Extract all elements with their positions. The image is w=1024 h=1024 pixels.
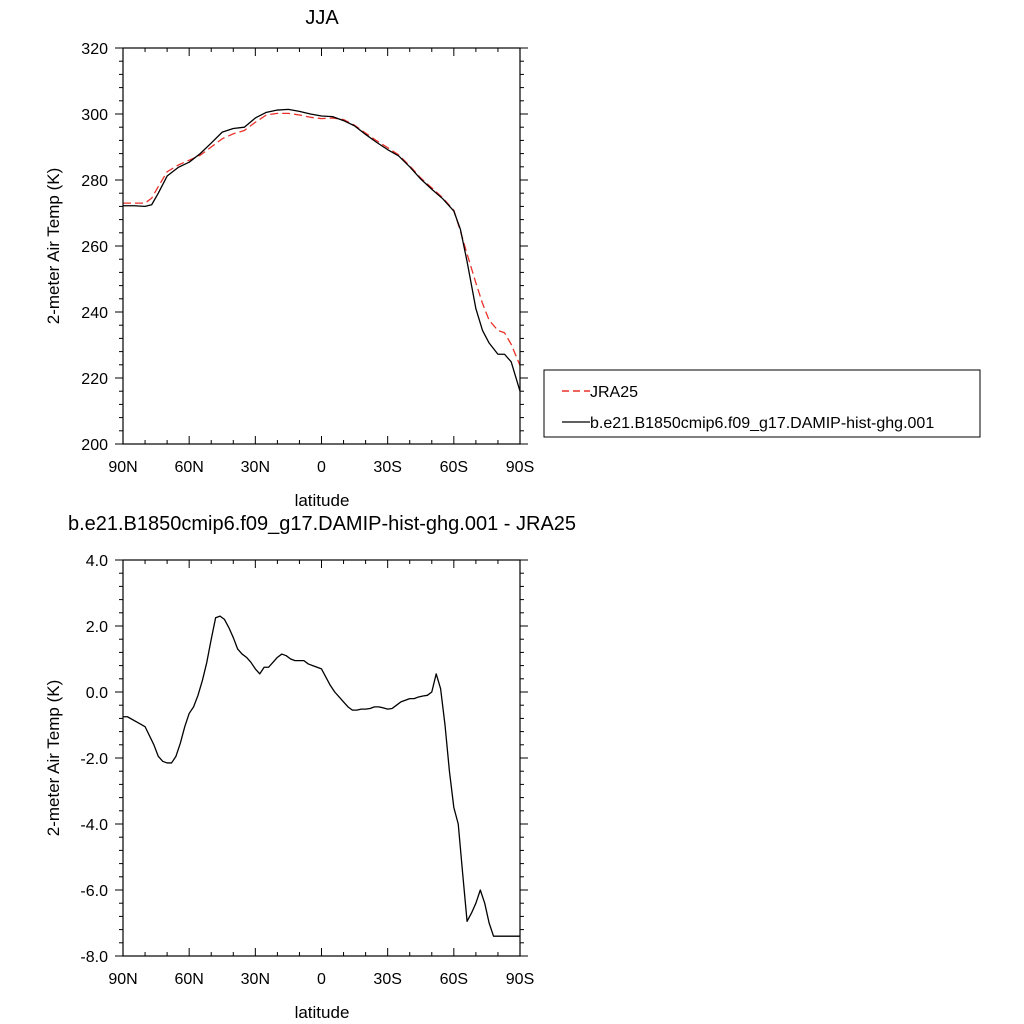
x-tick-label: 90S [506,459,534,476]
chart2-title: b.e21.B1850cmip6.f09_g17.DAMIP-hist-ghg.… [68,513,576,535]
y-tick-label: 240 [81,305,108,322]
y-tick-label: -6.0 [80,883,108,900]
y-tick-label: -8.0 [80,949,108,966]
y-tick-label: 4.0 [86,553,108,570]
x-tick-label: 60N [174,971,203,988]
x-tick-label: 30S [373,459,401,476]
legend: JRA25 b.e21.B1850cmip6.f09_g17.DAMIP-his… [543,369,981,438]
c1-series-line-1 [123,108,521,392]
x-tick-label: 90N [108,459,137,476]
chart2-ticks [115,559,528,957]
y-tick-label: 260 [81,239,108,256]
y-tick-label: 300 [81,107,108,124]
chart1-plot-frame [122,47,521,445]
x-tick-label: 60S [440,971,468,988]
legend-label-jra25: JRA25 [590,384,638,401]
y-tick-label: 2.0 [86,619,108,636]
y-tick-label: 200 [81,437,108,454]
c2-series-line-0 [123,615,520,937]
legend-box [543,369,981,438]
x-tick-label: 60N [174,459,203,476]
chart1-ylabel: 2-meter Air Temp (K) [44,168,63,325]
x-tick-label: 30S [373,971,401,988]
chart1-xlabel: latitude [295,491,350,510]
difference-chart: b.e21.B1850cmip6.f09_g17.DAMIP-hist-ghg.… [44,513,576,1022]
chart2-series-group [123,615,520,937]
x-tick-label: 30N [241,971,270,988]
chart2-plot-frame [122,559,521,957]
c1-series-line-0 [123,112,521,366]
y-tick-label: -2.0 [80,751,108,768]
chart1-tick-labels: 90N 60N 30N 0 30S 60S 90S 200 220 240 260 280 300 320 [81,41,534,476]
chart2-tick-labels: 90N 60N 30N 0 30S 60S 90S 4.0 2.0 0.0 -2.0 -4.0 -6.0… [80,553,534,988]
x-tick-label: 90S [506,971,534,988]
x-tick-label: 30N [241,459,270,476]
x-tick-label: 60S [440,459,468,476]
chart2-xlabel: latitude [295,1003,350,1022]
legend-label-model: b.e21.B1850cmip6.f09_g17.DAMIP-hist-ghg.… [590,415,934,432]
temperature-chart: JJA latitude 2-meter Air Temp (K) 90N 60N… [44,7,534,510]
x-tick-label: 0 [317,971,326,988]
y-tick-label: 0.0 [86,685,108,702]
y-tick-label: -4.0 [80,817,108,834]
x-tick-label: 90N [108,971,137,988]
chart2-ylabel: 2-meter Air Temp (K) [44,680,63,837]
x-tick-label: 0 [317,459,326,476]
y-tick-label: 220 [81,371,108,388]
chart1-title: JJA [305,7,339,29]
y-tick-label: 320 [81,41,108,58]
chart1-ticks [115,47,528,445]
chart1-series-group [123,108,521,392]
y-tick-label: 280 [81,173,108,190]
